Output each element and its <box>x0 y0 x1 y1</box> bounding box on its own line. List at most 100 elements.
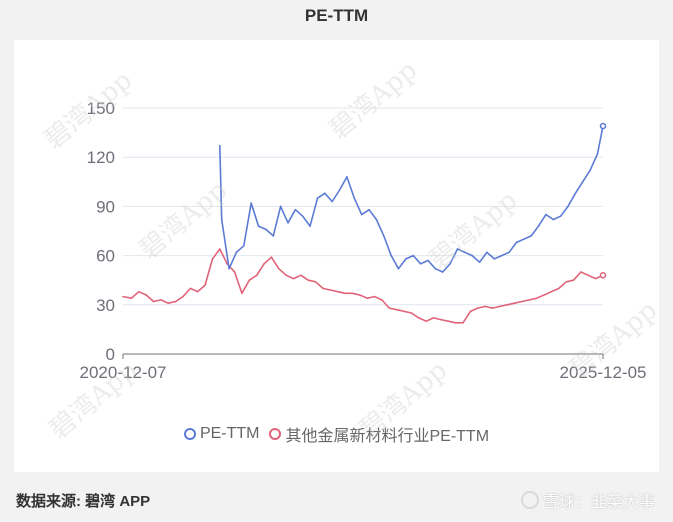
data-point <box>500 254 503 257</box>
data-point <box>263 263 265 265</box>
data-point <box>241 292 243 295</box>
data-point <box>220 218 223 221</box>
data-point <box>344 292 346 295</box>
data-point <box>471 254 474 257</box>
data-point <box>294 208 297 211</box>
data-point <box>242 244 245 247</box>
chart-panel: 0 30 60 90 120 150 2020-12-07 2025-12-05 <box>14 40 659 472</box>
data-point <box>491 307 494 309</box>
data-point <box>403 310 405 313</box>
data-point <box>550 290 553 293</box>
data-point <box>160 299 162 301</box>
chart-title: PE-TTM <box>304 6 369 25</box>
data-point <box>381 299 383 301</box>
data-point <box>412 254 415 257</box>
data-point <box>462 322 464 324</box>
data-point <box>287 222 289 224</box>
data-point <box>368 208 370 211</box>
data-point <box>272 235 275 237</box>
data-point <box>351 292 354 295</box>
data-point <box>419 263 422 265</box>
legend-label-pe-ttm: PE-TTM <box>199 425 260 442</box>
data-point <box>432 317 435 319</box>
series-end-marker <box>599 122 607 130</box>
data-point <box>447 320 450 323</box>
data-point <box>508 251 510 254</box>
data-point <box>301 215 304 218</box>
data-point <box>395 308 398 311</box>
data-point <box>417 317 420 319</box>
data-point <box>545 213 547 216</box>
data-point <box>449 263 451 265</box>
series-end-marker <box>599 272 607 279</box>
data-point <box>596 153 599 155</box>
data-point <box>478 261 481 263</box>
data-point <box>285 274 287 277</box>
data-point <box>464 251 466 254</box>
y-tick-label: 150 <box>87 99 115 118</box>
data-point <box>522 238 525 240</box>
data-point <box>410 312 413 314</box>
data-point <box>574 192 577 195</box>
data-point <box>572 279 575 281</box>
data-point <box>353 197 356 199</box>
x-tick-label: 2025-12-05 <box>560 363 647 382</box>
data-point <box>499 305 501 308</box>
data-point <box>388 307 391 309</box>
data-point <box>405 258 407 260</box>
data-point <box>174 300 177 303</box>
legend-marker-industry-pe-ttm <box>269 428 282 440</box>
data-point <box>211 258 214 260</box>
data-point <box>307 279 310 281</box>
data-point <box>589 169 591 172</box>
chart-legend: PE-TTM 其他金属新材料行业PE-TTM <box>0 422 673 446</box>
data-point <box>338 189 341 191</box>
series-line <box>122 248 604 324</box>
data-point <box>329 289 332 291</box>
data-point <box>469 310 472 313</box>
data-point <box>587 274 590 277</box>
source-note: 数据来源: 碧湾 APP <box>16 493 151 510</box>
data-point <box>484 305 486 308</box>
legend-item-pe-ttm[interactable]: PE-TTM <box>183 422 260 446</box>
data-point <box>476 307 479 309</box>
data-point <box>382 235 385 237</box>
data-point <box>537 225 540 227</box>
data-point <box>322 287 324 290</box>
data-point <box>233 271 236 273</box>
data-point <box>567 205 569 208</box>
x-tick-label: 2020-12-07 <box>80 363 167 382</box>
data-point <box>235 251 238 254</box>
data-point <box>441 271 444 273</box>
brand-text: 雪球：韭菜大事 <box>542 494 655 511</box>
data-point <box>454 322 457 324</box>
data-point <box>167 302 170 304</box>
y-axis-ticks: 0 30 60 90 120 150 <box>87 99 115 364</box>
data-point <box>196 290 199 293</box>
data-point <box>557 287 560 290</box>
y-tick-label: 60 <box>96 247 115 266</box>
data-point <box>565 281 567 283</box>
data-point <box>397 267 400 270</box>
data-point <box>456 248 459 250</box>
data-point <box>204 284 206 286</box>
data-point <box>255 274 258 277</box>
data-point <box>331 200 334 203</box>
data-point <box>434 267 437 270</box>
legend-item-industry-pe-ttm[interactable]: 其他金属新材料行业PE-TTM <box>269 422 489 446</box>
data-point <box>530 235 532 237</box>
data-point <box>189 287 192 290</box>
data-point <box>390 254 392 257</box>
data-point <box>360 213 363 216</box>
series-line <box>219 125 604 273</box>
data-point <box>366 297 369 300</box>
data-point <box>375 218 378 221</box>
x-axis: 2020-12-07 2025-12-05 <box>80 354 647 382</box>
pe-ttm-chart: 0 30 60 90 120 150 2020-12-07 2025-12-05 <box>80 99 647 382</box>
data-point <box>346 176 348 178</box>
data-point <box>270 256 273 259</box>
data-point <box>309 225 311 227</box>
data-point <box>581 181 584 183</box>
data-point <box>248 279 251 281</box>
data-point <box>182 295 184 298</box>
